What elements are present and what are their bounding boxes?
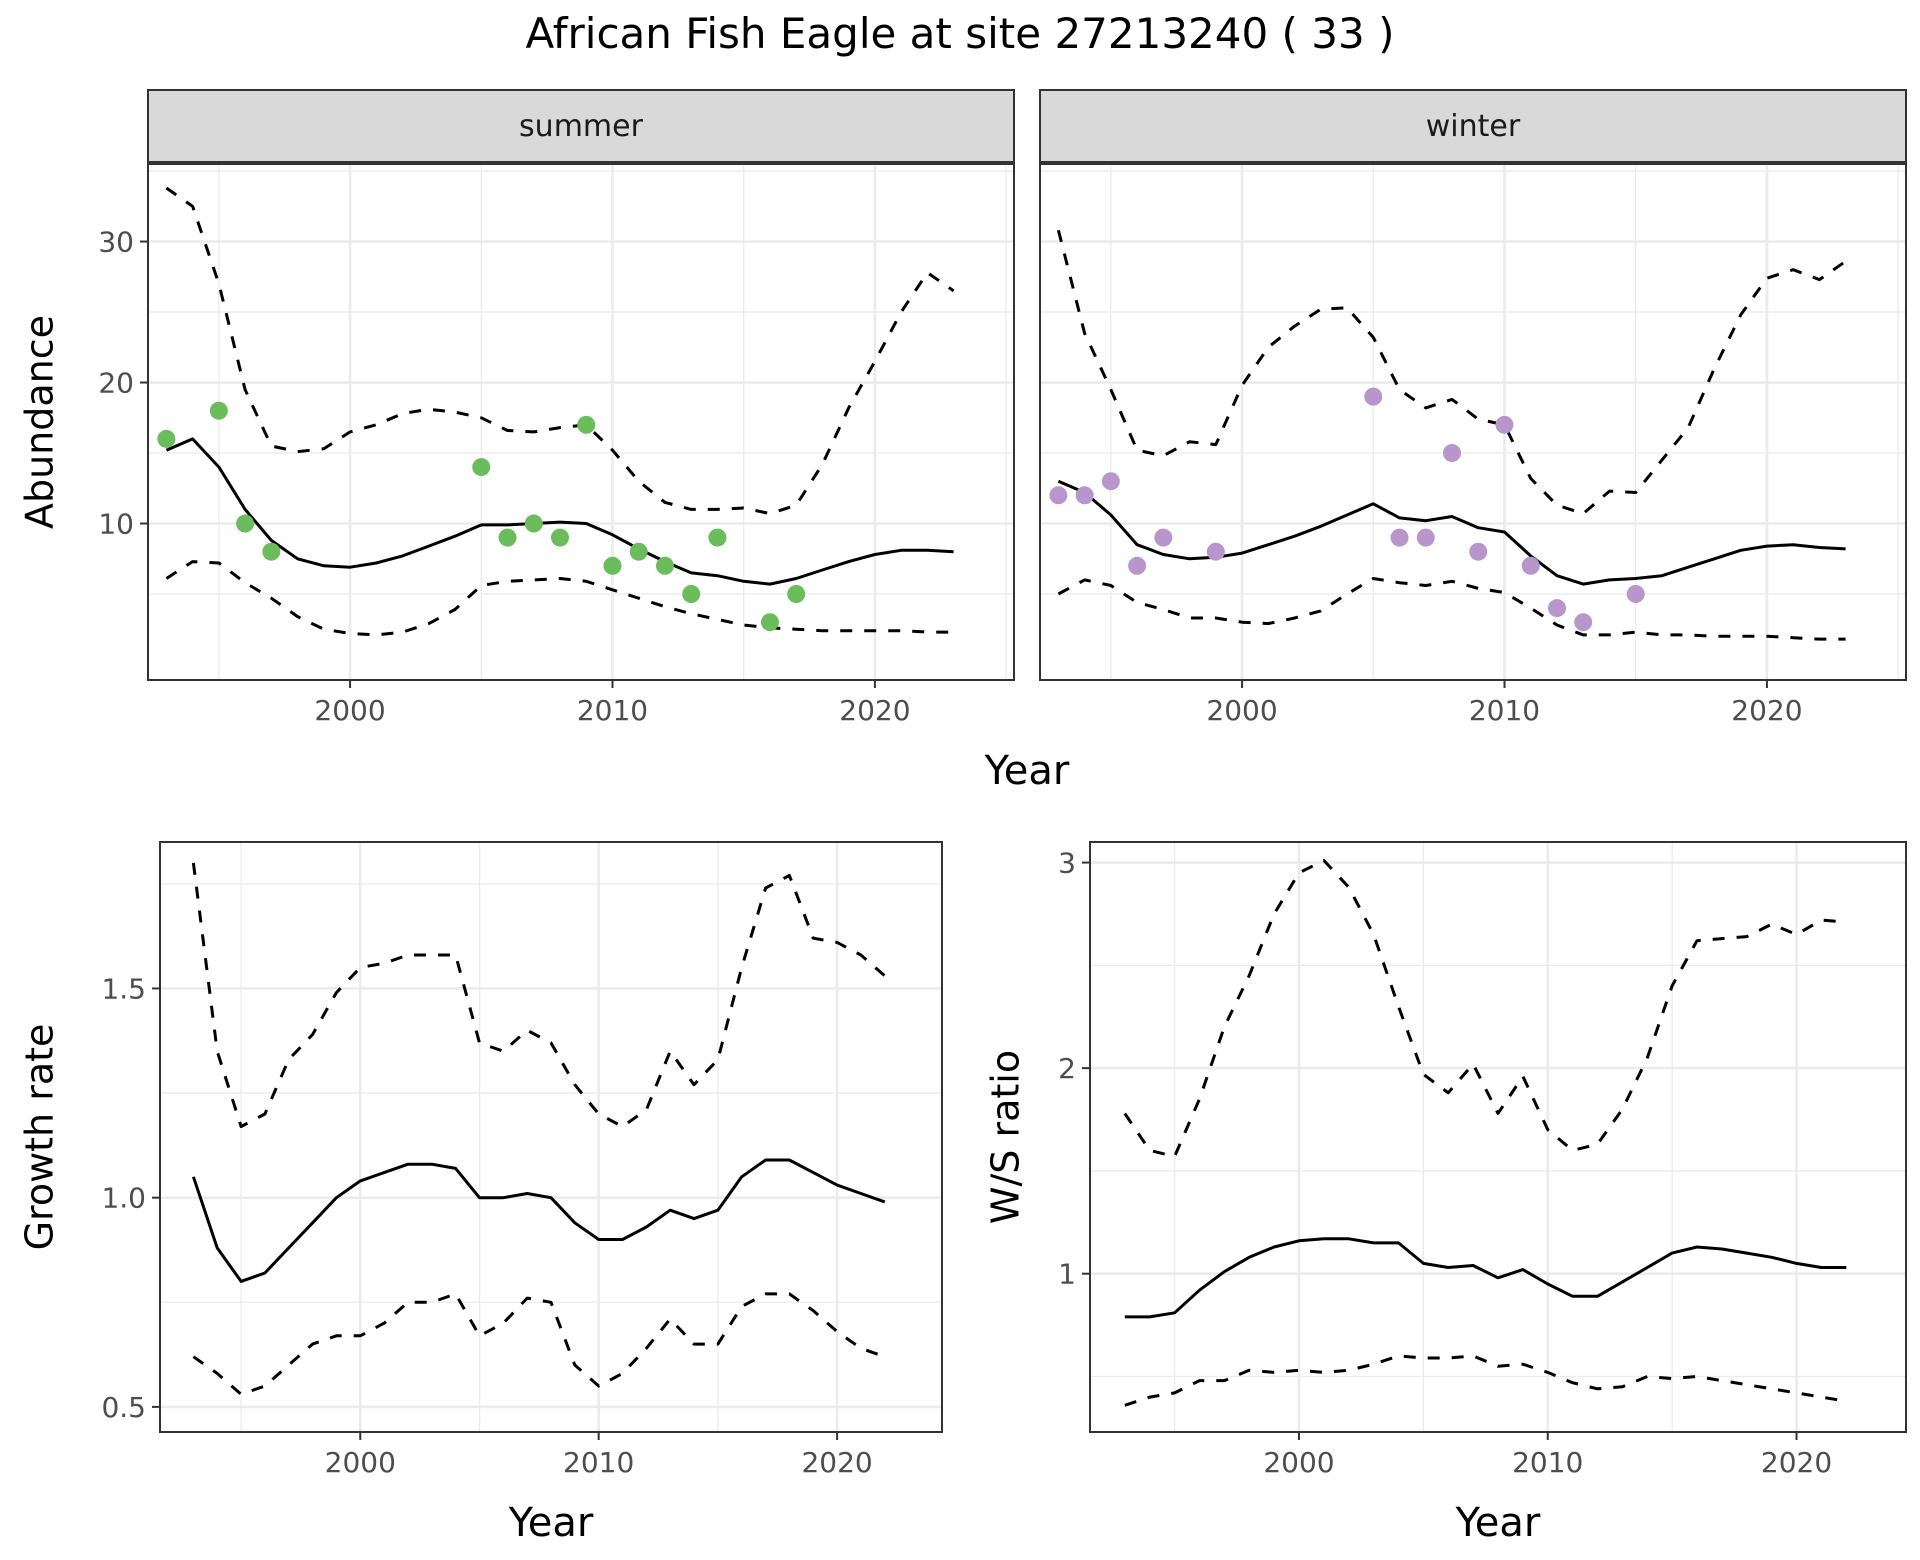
data-point	[1364, 387, 1383, 406]
data-point	[682, 585, 701, 603]
x-tick-label: 2000	[1206, 694, 1277, 727]
plot-area	[1090, 842, 1906, 1432]
data-point	[1574, 613, 1593, 632]
data-point	[1469, 542, 1488, 561]
data-point	[472, 458, 491, 477]
series-line-lower	[1124, 1354, 1847, 1407]
y-tick-label: 30	[98, 226, 134, 259]
series-line-lower	[1057, 577, 1846, 641]
facet-strip-label: winter	[1426, 109, 1521, 144]
x-axis-title: Year	[984, 748, 1070, 794]
panel-winter: winter 2000 2010 2020	[1039, 89, 1907, 727]
series-line-lower	[165, 560, 954, 637]
facet-strip	[147, 89, 1015, 163]
data-point	[209, 401, 228, 420]
series-line-estimate	[191, 1158, 886, 1283]
y-tick-label: 2	[1058, 1052, 1076, 1085]
data-point	[787, 585, 806, 603]
panel-border	[1089, 841, 1907, 1433]
x-tick-label: 2000	[1263, 1446, 1334, 1479]
data-point	[760, 613, 779, 632]
y-tick-label: 3	[1058, 847, 1076, 880]
data-point	[1495, 415, 1514, 434]
panel-border	[159, 841, 943, 1433]
series-line-upper	[165, 186, 955, 516]
x-tick-label: 2010	[563, 1446, 634, 1479]
data-point	[1390, 528, 1409, 547]
data-point	[577, 415, 596, 434]
y-tick-label: 20	[98, 367, 134, 400]
series-line-estimate	[165, 437, 954, 586]
panel-border	[1039, 163, 1907, 681]
data-point	[1626, 585, 1645, 603]
data-point	[1206, 542, 1225, 561]
data-point	[603, 556, 622, 575]
data-point	[1443, 444, 1462, 463]
x-tick-label: 2000	[314, 694, 385, 727]
y-tick-label: 1	[1058, 1258, 1076, 1291]
y-tick-label: 0.5	[101, 1391, 146, 1424]
series-line-lower	[192, 1292, 886, 1396]
data-point	[236, 514, 255, 533]
x-tick-label: 2000	[325, 1446, 396, 1479]
data-point	[1154, 528, 1173, 547]
data-point	[708, 528, 727, 547]
x-tick-label: 2020	[1761, 1446, 1832, 1479]
y-tick-label: 1.5	[101, 972, 146, 1005]
y-axis-title: Abundance	[18, 315, 62, 529]
x-tick-label: 2020	[801, 1446, 872, 1479]
panel-ratio: 2000 2010 2020 1 2 3 W/S ratio Year	[984, 841, 1907, 1546]
panel-growth: 2000 2010 2020 0.5 1.0 1.5 Growth rate Year	[18, 841, 943, 1546]
facet-strip-label: summer	[519, 109, 644, 144]
y-tick-label: 10	[98, 508, 134, 541]
data-point	[655, 556, 674, 575]
data-point	[1049, 486, 1068, 505]
data-point	[524, 514, 543, 533]
data-point	[498, 528, 517, 547]
data-point	[1101, 472, 1120, 491]
y-axis-title: Growth rate	[18, 1024, 62, 1251]
x-tick-label: 2010	[577, 694, 648, 727]
plot-area	[160, 842, 942, 1432]
data-point	[629, 542, 648, 561]
data-point	[262, 542, 281, 561]
series-line-estimate	[1057, 479, 1846, 586]
figure-title: African Fish Eagle at site 27213240 ( 33…	[526, 9, 1395, 58]
panel-border	[147, 163, 1015, 681]
y-axis-title: W/S ratio	[984, 1050, 1028, 1224]
data-point	[157, 429, 176, 448]
data-point	[1547, 599, 1566, 618]
panel-summer: summer 2000 2010 2020 10 20 30 Abundance	[18, 89, 1015, 727]
data-point	[1416, 528, 1435, 547]
series-line-upper	[191, 862, 886, 1128]
data-point	[1075, 486, 1094, 505]
x-tick-label: 2010	[1469, 694, 1540, 727]
panels: summer 2000 2010 2020 10 20 30 Abundance winter 2…	[18, 89, 1907, 1546]
x-tick-label: 2020	[1731, 694, 1802, 727]
series-line-upper	[1056, 229, 1847, 516]
x-axis-title: Year	[1455, 1500, 1541, 1546]
x-tick-label: 2020	[839, 694, 910, 727]
x-tick-label: 2010	[1512, 1446, 1583, 1479]
series-line-estimate	[1124, 1237, 1847, 1319]
data-point	[1128, 556, 1147, 575]
facet-strip	[1039, 89, 1907, 163]
y-tick-label: 1.0	[101, 1182, 146, 1215]
x-axis-title: Year	[508, 1500, 594, 1546]
data-point	[551, 528, 570, 547]
data-point	[1521, 556, 1540, 575]
